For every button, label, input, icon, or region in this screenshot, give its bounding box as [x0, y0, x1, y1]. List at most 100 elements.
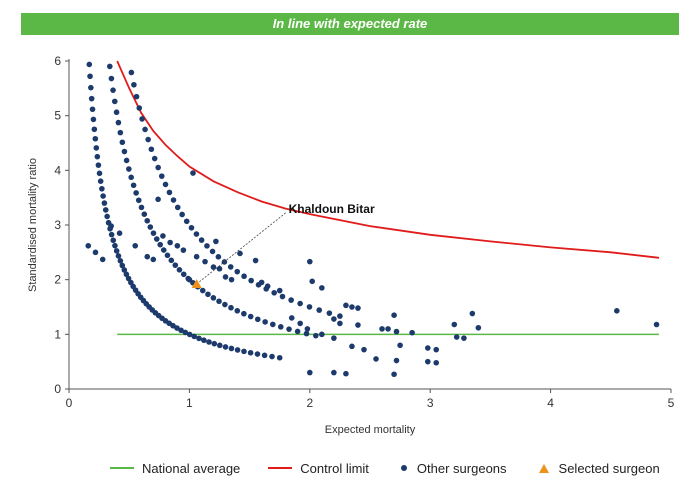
surgeon-point [167, 239, 173, 246]
surgeon-point [155, 196, 161, 203]
surgeon-point [198, 237, 205, 243]
surgeon-point [331, 369, 337, 376]
selected-surgeon-name-label: Khaldoun Bitar [289, 202, 375, 216]
surgeon-point [361, 346, 367, 353]
y-tick-label: 0 [54, 382, 61, 396]
surgeon-point [222, 301, 228, 308]
surgeon-point [168, 257, 175, 264]
legend-label: Control limit [300, 460, 369, 476]
surgeon-point [121, 267, 128, 273]
surgeon-point [234, 268, 241, 275]
surgeon-point [270, 321, 276, 328]
surgeon-point [113, 248, 120, 254]
surgeon-point [136, 105, 143, 111]
surgeon-point [128, 69, 135, 76]
surgeon-point [188, 224, 195, 231]
surgeon-point [97, 178, 104, 184]
surgeon-point [202, 258, 208, 265]
surgeon-point [309, 278, 316, 285]
surgeon-point [193, 253, 200, 260]
surgeon-point [306, 304, 313, 310]
surgeon-point [254, 351, 261, 357]
surgeon-point [222, 274, 229, 280]
surgeon-point [294, 328, 301, 335]
surgeon-point [179, 211, 185, 218]
surgeon-point [241, 310, 247, 317]
national-average-swatch [110, 467, 134, 469]
y-tick-label: 3 [54, 218, 61, 232]
x-tick-label: 1 [186, 396, 193, 410]
legend-label: National average [142, 460, 241, 476]
surgeon-point [614, 308, 620, 314]
surgeon-point [206, 339, 212, 345]
surgeon-point [261, 352, 268, 359]
surgeon-point [162, 181, 169, 188]
surgeon-point [385, 326, 391, 332]
surgeon-point [217, 342, 223, 349]
surgeon-point [451, 321, 458, 328]
x-tick-label: 3 [427, 396, 434, 410]
surgeon-point [133, 93, 140, 100]
surgeon-point [123, 271, 130, 278]
surgeon-point [113, 109, 120, 116]
surgeon-point [349, 304, 355, 310]
surgeon-point [131, 81, 137, 88]
y-axis-label: Standardised mortality ratio [27, 158, 39, 292]
surgeon-point [227, 264, 234, 270]
surgeon-point [303, 330, 310, 337]
surgeon-point [86, 61, 93, 68]
surgeon-point [326, 310, 333, 316]
other-surgeons-marker-icon [400, 465, 407, 471]
surgeon-point [172, 262, 179, 268]
surgeon-point [88, 84, 94, 91]
surgeon-point [115, 253, 122, 259]
surgeon-point [132, 242, 139, 249]
surgeon-point [93, 145, 100, 151]
surgeon-point [186, 276, 193, 283]
surgeon-point [148, 146, 155, 153]
surgeon-point [88, 95, 95, 102]
surgeon-point [307, 258, 313, 265]
surgeon-point [228, 304, 234, 311]
surgeon-point [209, 248, 216, 255]
legend-item-other-surgeons: Other surgeons [397, 461, 507, 476]
surgeon-point [424, 345, 431, 351]
surgeon-point [297, 320, 303, 327]
surgeon-point [304, 326, 311, 332]
surgeon-point [391, 371, 397, 378]
surgeon-point [91, 126, 98, 133]
surgeon-point [116, 230, 123, 236]
surgeon-point [264, 283, 271, 290]
surgeon-point [204, 243, 210, 249]
x-axis-label: Expected mortality [325, 424, 416, 436]
surgeon-point [409, 329, 415, 336]
surgeon-point [174, 204, 181, 211]
surgeon-point [142, 126, 148, 133]
control-limit-curve [116, 60, 660, 259]
surgeon-point [145, 136, 151, 143]
surgeon-point [100, 193, 106, 199]
y-tick-label: 2 [54, 273, 61, 287]
surgeon-point [87, 73, 93, 80]
surgeon-point [144, 217, 151, 224]
surgeon-point [241, 273, 247, 280]
surgeon-point [155, 164, 161, 171]
surgeon-point [475, 324, 482, 331]
surgeon-point [424, 358, 431, 365]
surgeon-point [307, 369, 313, 376]
surgeon-point [337, 320, 343, 327]
legend-label: Other surgeons [416, 460, 507, 476]
surgeon-point [104, 213, 110, 220]
surgeon-point [139, 116, 145, 122]
surgeon-point [453, 334, 460, 340]
surgeon-point [96, 170, 103, 177]
surgeon-point [343, 302, 349, 309]
surgeon-point [228, 345, 235, 352]
surgeon-point [190, 170, 196, 176]
surgeon-point [164, 252, 171, 259]
surgeon-point [110, 237, 117, 244]
surgeon-point [288, 315, 295, 321]
surgeon-point [210, 295, 217, 301]
surgeon-point [90, 116, 97, 123]
surgeon-point [433, 359, 440, 366]
